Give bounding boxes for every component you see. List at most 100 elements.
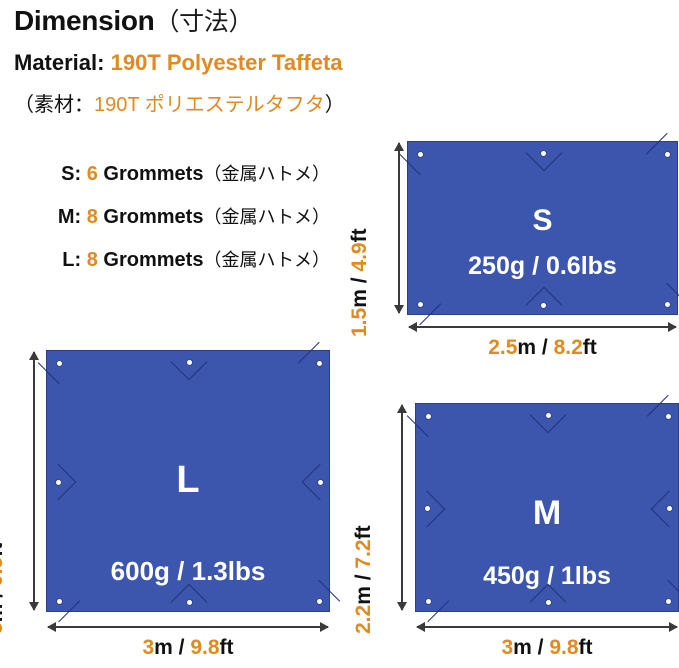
- material-jp-close: ）: [324, 94, 345, 116]
- grommet-row-m: M: 8 Grommets（金属ハトメ）: [0, 203, 330, 229]
- grommet-eyelet-icon: [315, 359, 323, 367]
- grommet-eyelet-icon: [665, 505, 673, 512]
- tarp-letter-s: S: [532, 204, 553, 237]
- m-width-sep: /: [531, 636, 550, 659]
- grommet-eyelet-icon: [544, 411, 552, 419]
- grommet-count-s: 6: [86, 163, 98, 185]
- tarp-weight-m: 450g / 1lbs: [483, 562, 611, 590]
- tarp-figure-l: L 600g / 1.3lbs: [37, 341, 341, 623]
- grommet-eyelet-icon: [424, 597, 432, 605]
- l-width-ft-num: 9.8: [190, 636, 220, 659]
- l-width-sep: /: [172, 636, 191, 659]
- dim-label-m-height: 2.2m / 7.2ft: [352, 525, 376, 634]
- l-height-sep: /: [0, 586, 7, 604]
- grommet-eyelet-icon: [423, 505, 431, 512]
- dim-arrow-m-width: [416, 623, 678, 631]
- s-height-unit: m: [348, 289, 371, 308]
- grommet-eyelet-icon: [55, 359, 63, 367]
- grommet-eyelet-icon: [544, 598, 552, 606]
- grommet-jp-m: （金属ハトメ）: [203, 207, 330, 227]
- s-width-sep: /: [536, 336, 554, 359]
- m-height-ft-num: 7.2: [352, 539, 375, 569]
- grommet-word-s: Grommets: [103, 163, 204, 185]
- l-width-unit: m: [154, 636, 173, 659]
- grommet-row-l: L: 8 Grommets（金属ハトメ）: [0, 246, 330, 272]
- grommet-eyelet-icon: [185, 598, 193, 606]
- dim-arrow-m-height: [398, 404, 406, 611]
- corner-reinforcement-icon: [646, 394, 679, 438]
- material-jp-value: 190T ポリエステルタフタ: [94, 94, 325, 116]
- l-height-num: 3: [0, 622, 7, 634]
- tarp-letter-l: L: [176, 459, 200, 501]
- material-value: 190T Polyester Taffeta: [110, 50, 343, 75]
- tarp-weight-s: 250g / 0.6lbs: [468, 252, 617, 280]
- material-line-jp: （素材：190T ポリエステルタフタ）: [14, 88, 345, 117]
- m-height-sep: /: [352, 568, 375, 587]
- dim-arrow-s-width: [408, 323, 677, 331]
- l-height-unit: m: [0, 604, 7, 623]
- grommet-eyelet-icon: [54, 478, 62, 486]
- m-width-num: 3: [501, 636, 514, 659]
- m-width-ft-unit: ft: [578, 636, 593, 659]
- grommet-jp-s: （金属ハトメ）: [203, 164, 330, 184]
- s-height-num: 1.5: [348, 307, 371, 337]
- l-width-num: 3: [142, 636, 155, 659]
- grommet-eyelet-icon: [664, 597, 672, 605]
- grommet-eyelet-icon: [540, 149, 547, 157]
- dim-label-l-height: 3m / 9.8ft: [0, 543, 8, 634]
- dim-label-m-width: 3m / 9.8ft: [415, 636, 679, 660]
- grommet-count-l: 8: [86, 249, 98, 271]
- grommet-eyelet-icon: [55, 597, 63, 605]
- l-height-ft-num: 9.8: [0, 556, 7, 587]
- dim-label-s-height: 1.5m / 4.9ft: [348, 228, 372, 337]
- grommet-eyelet-icon: [316, 478, 324, 486]
- grommet-size-s: S:: [61, 163, 82, 185]
- tarp-figure-s: S 250g / 0.6lbs: [398, 132, 679, 326]
- grommet-word-l: Grommets: [103, 249, 204, 271]
- tarp-letter-m: M: [532, 494, 562, 532]
- m-height-num: 2.2: [352, 604, 375, 634]
- dim-arrow-s-height: [395, 142, 403, 314]
- dim-arrow-l-height: [30, 351, 38, 611]
- grommet-eyelet-icon: [185, 358, 193, 366]
- m-width-unit: m: [513, 636, 532, 659]
- dim-label-s-width: 2.5m / 8.2ft: [407, 336, 678, 360]
- grommet-word-m: Grommets: [103, 206, 204, 228]
- s-height-ft-num: 4.9: [348, 242, 371, 272]
- grommet-row-s: S: 6 Grommets（金属ハトメ）: [0, 160, 330, 186]
- s-width-num: 2.5: [488, 336, 518, 359]
- l-width-ft-unit: ft: [219, 636, 234, 659]
- corner-reinforcement-icon: [645, 282, 679, 326]
- grommet-eyelet-icon: [540, 301, 547, 309]
- m-width-ft-num: 9.8: [549, 636, 579, 659]
- page-title: Dimension（寸法）: [14, 2, 254, 38]
- grommet-count-m: 8: [86, 206, 98, 228]
- grommet-eyelet-icon: [416, 300, 424, 308]
- grommet-eyelet-icon: [664, 412, 672, 420]
- m-height-unit: m: [352, 586, 375, 605]
- material-jp-open: （素材：: [14, 94, 94, 116]
- s-width-unit: m: [517, 336, 537, 359]
- grommet-eyelet-icon: [663, 150, 671, 158]
- s-width-ft-unit: ft: [582, 336, 597, 359]
- grommet-jp-l: （金属ハトメ）: [203, 250, 330, 270]
- tarp-figure-m: M 450g / 1lbs: [406, 394, 679, 623]
- s-height-ft-unit: ft: [348, 228, 371, 243]
- grommet-size-l: L:: [62, 249, 82, 271]
- grommet-size-m: M:: [57, 206, 82, 228]
- corner-reinforcement-icon: [645, 132, 679, 176]
- grommet-eyelet-icon: [416, 150, 424, 158]
- page-title-jp: （寸法）: [154, 8, 254, 36]
- tarp-weight-l: 600g / 1.3lbs: [110, 556, 266, 586]
- dim-label-l-width: 3m / 9.8ft: [46, 636, 330, 660]
- s-height-sep: /: [348, 271, 371, 290]
- grommet-eyelet-icon: [663, 300, 671, 308]
- grommet-eyelet-icon: [424, 412, 432, 420]
- grommet-eyelet-icon: [315, 597, 323, 605]
- page-title-en: Dimension: [14, 5, 155, 36]
- m-height-ft-unit: ft: [352, 525, 375, 540]
- material-label: Material:: [14, 50, 105, 75]
- s-width-ft-num: 8.2: [553, 336, 583, 359]
- material-line-en: Material: 190T Polyester Taffeta: [14, 50, 343, 76]
